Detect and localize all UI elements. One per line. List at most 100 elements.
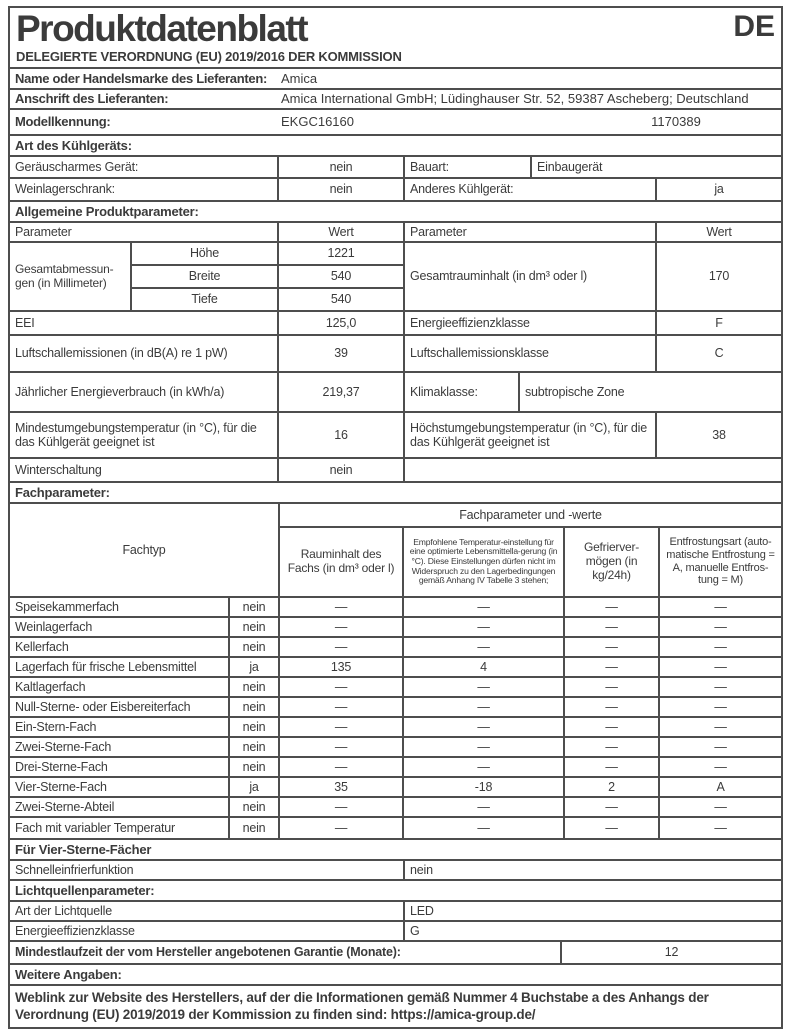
language-code: DE bbox=[733, 10, 775, 43]
light-source-table: Art der Lichtquelle LED Energieeffizienz… bbox=[8, 899, 783, 942]
model-id-label: Modellkennung: bbox=[15, 114, 111, 130]
param-label: Art der Lichtquelle bbox=[8, 899, 405, 922]
compartment-temperature: — bbox=[402, 735, 566, 758]
param-label: Schnelleinfrierfunktion bbox=[8, 858, 405, 881]
light-efficiency-row: Energieeffizienzklasse G bbox=[8, 919, 783, 942]
compartment-label: Null-Sterne- oder Eisbereiterfach bbox=[8, 695, 230, 718]
compartment-defrost: — bbox=[658, 615, 783, 638]
compartment-temperature: — bbox=[402, 695, 566, 718]
supplier-address-value: Amica International GmbH; Lüdinghauser S… bbox=[281, 91, 749, 107]
param-value: nein bbox=[277, 154, 405, 179]
supplier-address-label: Anschrift des Lieferanten: bbox=[15, 91, 169, 107]
compartment-label: Kellerfach bbox=[8, 635, 230, 658]
column-header: Parameter bbox=[403, 220, 657, 243]
supplier-address-row: Anschrift des Lieferanten: Amica Interna… bbox=[8, 87, 783, 110]
compartment-defrost: — bbox=[658, 655, 783, 678]
supplier-name-row: Name oder Handelsmarke des Lieferanten: … bbox=[8, 66, 783, 90]
dimensions-label: Gesamtabmessun-gen (in Millimeter) bbox=[8, 240, 132, 312]
compartments-column-header-row: Rauminhalt des Fachs (in dm³ oder l) Emp… bbox=[9, 525, 783, 598]
compartment-row: Speisekammerfach nein — — — — bbox=[8, 595, 783, 618]
compartment-present: ja bbox=[227, 775, 281, 798]
param-label: Luftschallemissionen (in dB(A) re 1 pW) bbox=[8, 333, 279, 373]
compartment-present: nein bbox=[227, 595, 281, 618]
compartment-volume: — bbox=[278, 735, 405, 758]
compartment-defrost: — bbox=[658, 715, 783, 738]
param-label: Mindestumgebungstemperatur (in °C), für … bbox=[8, 410, 279, 459]
section-additional-info: Weitere Angaben: bbox=[8, 962, 783, 986]
document-header: Produktdatenblatt DE DELEGIERTE VERORDNU… bbox=[8, 6, 783, 69]
compartment-row: Fach mit variabler Temperatur nein — — —… bbox=[8, 815, 783, 840]
compartment-freezing: — bbox=[563, 675, 661, 698]
compartment-label: Ein-Stern-Fach bbox=[8, 715, 230, 738]
param-label: Bauart: bbox=[403, 154, 532, 179]
compartment-defrost: — bbox=[658, 595, 783, 618]
compartment-freezing: — bbox=[563, 615, 661, 638]
dimension-name: Tiefe bbox=[130, 286, 279, 312]
param-label: Jährlicher Energieverbrauch (in kWh/a) bbox=[8, 370, 279, 413]
param-label: Energieeffizienzklasse bbox=[8, 919, 405, 942]
column-header: Parameter bbox=[8, 220, 279, 243]
compartment-row: Null-Sterne- oder Eisbereiterfach nein —… bbox=[8, 695, 783, 718]
compartment-volume: 35 bbox=[278, 775, 405, 798]
compartment-volume: — bbox=[278, 815, 405, 840]
param-value: 39 bbox=[277, 333, 405, 373]
compartment-freezing: — bbox=[563, 655, 661, 678]
param-label: Luftschallemissionsklasse bbox=[403, 333, 657, 373]
dimension-name: Breite bbox=[130, 263, 279, 289]
dimension-row-depth: Tiefe 540 bbox=[9, 286, 782, 312]
winter-setting-row: Winterschaltung nein bbox=[8, 456, 783, 483]
compartment-row: Ein-Stern-Fach nein — — — — bbox=[8, 715, 783, 738]
compartment-volume: — bbox=[278, 755, 405, 778]
param-value: G bbox=[403, 919, 783, 942]
compartment-present: nein bbox=[227, 815, 281, 840]
manufacturer-weblink-text: Weblink zur Website des Herstellers, auf… bbox=[8, 983, 783, 1029]
device-type-table: Geräuscharmes Gerät: nein Bauart: Einbau… bbox=[8, 154, 783, 202]
compartment-freezing: — bbox=[563, 755, 661, 778]
ambient-temperature-row: Mindestumgebungstemperatur (in °C), für … bbox=[8, 410, 783, 459]
param-value: ja bbox=[655, 176, 783, 202]
warranty-row: Mindestlaufzeit der vom Hersteller angeb… bbox=[8, 939, 783, 965]
compartment-temperature: — bbox=[402, 755, 566, 778]
column-header: Wert bbox=[277, 220, 405, 243]
param-label: Energieeffizienzklasse bbox=[403, 309, 657, 336]
compartment-type-header: Fachtyp bbox=[7, 501, 281, 598]
general-header-row: Parameter Wert Parameter Wert bbox=[8, 220, 783, 243]
param-value: 125,0 bbox=[277, 309, 405, 336]
column-header-volume: Rauminhalt des Fachs (in dm³ oder l) bbox=[278, 525, 405, 598]
dimension-name: Höhe bbox=[130, 240, 279, 266]
column-header: Wert bbox=[655, 220, 783, 243]
compartment-present: nein bbox=[227, 735, 281, 758]
section-light-source: Lichtquellenparameter: bbox=[8, 878, 783, 902]
param-value: subtropische Zone bbox=[518, 370, 783, 413]
compartment-present: nein bbox=[227, 715, 281, 738]
section-general-parameters: Allgemeine Produktparameter: bbox=[8, 199, 783, 223]
supplier-name-value: Amica bbox=[281, 70, 318, 86]
compartment-temperature: 4 bbox=[402, 655, 566, 678]
compartment-defrost: — bbox=[658, 635, 783, 658]
param-label: Weinlagerschrank: bbox=[8, 176, 279, 202]
compartment-present: nein bbox=[227, 795, 281, 818]
compartments-group-header-row: Fachtyp Fachparameter und -werte bbox=[7, 501, 783, 598]
compartment-volume: — bbox=[278, 595, 405, 618]
param-label: Anderes Kühlgerät: bbox=[403, 176, 657, 202]
light-type-row: Art der Lichtquelle LED bbox=[8, 899, 783, 922]
compartment-temperature: — bbox=[402, 815, 566, 840]
compartment-row: Drei-Sterne-Fach nein — — — — bbox=[8, 755, 783, 778]
eei-row: EEI 125,0 Energieeffizienzklasse F bbox=[8, 309, 783, 336]
compartment-freezing: 2 bbox=[563, 775, 661, 798]
device-type-row-2: Weinlagerschrank: nein Anderes Kühlgerät… bbox=[8, 176, 783, 202]
compartment-volume: — bbox=[278, 675, 405, 698]
param-label: Klimaklasse: bbox=[403, 370, 520, 413]
compartments-group-header: Fachparameter und -werte bbox=[278, 501, 783, 528]
compartment-row: Lagerfach für frische Lebensmittel ja 13… bbox=[8, 655, 783, 678]
compartment-defrost: — bbox=[658, 815, 783, 840]
compartment-row: Weinlagerfach nein — — — — bbox=[8, 615, 783, 638]
fast-freeze-row: Schnelleinfrierfunktion nein bbox=[8, 858, 783, 881]
compartment-row: Kellerfach nein — — — — bbox=[8, 635, 783, 658]
param-value: Einbaugerät bbox=[530, 154, 783, 179]
compartment-freezing: — bbox=[563, 735, 661, 758]
model-id-value: EKGC16160 bbox=[281, 114, 354, 130]
compartment-defrost: — bbox=[658, 735, 783, 758]
compartment-present: nein bbox=[227, 635, 281, 658]
compartment-label: Fach mit variabler Temperatur bbox=[8, 815, 230, 840]
